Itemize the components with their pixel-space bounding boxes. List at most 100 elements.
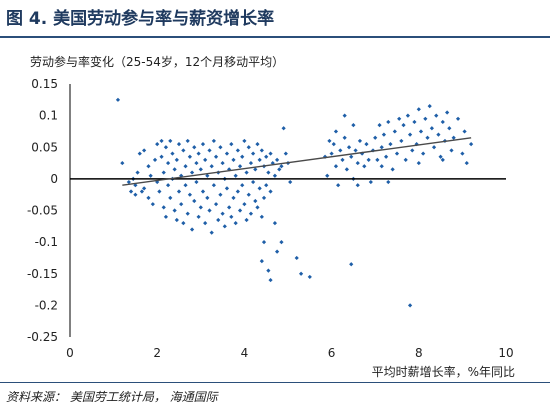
- data-point: [253, 167, 258, 172]
- data-point: [381, 132, 387, 137]
- x-tick-label: 10: [498, 346, 513, 360]
- data-point: [279, 240, 284, 245]
- data-point: [115, 97, 121, 102]
- top-rule: [0, 36, 550, 38]
- data-point: [231, 195, 236, 200]
- data-point: [298, 271, 304, 276]
- data-point: [216, 217, 221, 223]
- data-point: [251, 151, 256, 156]
- data-point: [251, 179, 256, 185]
- data-point: [325, 173, 330, 178]
- data-point: [128, 189, 134, 194]
- data-point: [189, 227, 195, 232]
- data-point: [423, 116, 428, 121]
- data-point: [390, 167, 395, 172]
- data-point: [126, 179, 131, 185]
- data-point: [275, 249, 280, 254]
- data-point: [161, 205, 166, 210]
- data-point: [342, 113, 347, 118]
- data-point: [220, 160, 225, 166]
- data-point: [349, 262, 354, 267]
- data-point: [460, 151, 465, 156]
- data-point: [161, 170, 166, 175]
- data-point: [342, 135, 347, 140]
- data-point: [133, 192, 138, 197]
- data-point: [275, 157, 280, 162]
- data-point: [449, 148, 454, 153]
- data-point: [261, 195, 267, 200]
- data-point: [198, 205, 203, 210]
- data-point: [248, 160, 254, 166]
- data-point: [157, 189, 162, 194]
- data-point: [401, 123, 406, 128]
- data-point: [194, 179, 199, 185]
- data-point: [176, 141, 182, 147]
- data-point: [440, 157, 445, 162]
- data-point: [240, 183, 245, 188]
- y-tick-label: -0.15: [27, 267, 58, 281]
- data-point: [373, 135, 378, 140]
- x-tick-label: 2: [153, 346, 161, 360]
- data-point: [368, 179, 373, 185]
- data-point: [185, 138, 190, 144]
- data-point: [261, 240, 267, 245]
- data-point: [427, 104, 432, 109]
- data-point: [338, 148, 343, 153]
- data-point: [179, 202, 184, 207]
- data-point: [416, 107, 421, 112]
- y-tick-label: 0.15: [31, 77, 58, 91]
- data-point: [146, 164, 151, 169]
- data-point: [366, 157, 371, 162]
- data-point: [418, 129, 424, 134]
- data-point: [211, 183, 216, 188]
- data-point: [455, 116, 461, 121]
- data-point: [268, 189, 273, 194]
- data-point: [377, 123, 382, 128]
- data-point: [266, 268, 271, 273]
- data-point: [192, 198, 197, 204]
- y-tick-label: 0: [50, 172, 58, 186]
- data-point: [407, 303, 413, 308]
- data-point: [218, 145, 223, 150]
- data-point: [333, 129, 339, 134]
- y-tick-labels: 0.15 0.1 0.05 0 -0.05 -0.1 -0.15 -0.2 -0.25: [27, 77, 58, 344]
- data-point: [445, 110, 450, 115]
- x-tick-labels: 0 2 4 6 8 10: [66, 346, 513, 360]
- data-point: [469, 141, 474, 147]
- data-point: [181, 221, 186, 226]
- data-point: [233, 221, 238, 226]
- data-point: [355, 183, 360, 188]
- trend-line: [122, 137, 472, 186]
- data-point: [181, 148, 186, 153]
- data-point: [200, 141, 206, 147]
- data-point: [246, 192, 251, 197]
- data-point: [270, 160, 275, 166]
- data-point: [242, 202, 247, 207]
- data-point: [331, 141, 336, 147]
- data-point: [207, 148, 212, 153]
- data-point: [379, 164, 384, 169]
- data-point: [364, 141, 369, 147]
- data-points: [115, 97, 474, 308]
- data-point: [211, 138, 216, 144]
- data-point: [294, 255, 299, 261]
- data-point: [231, 157, 236, 162]
- data-point: [200, 189, 206, 194]
- data-point: [166, 183, 171, 188]
- data-point: [403, 157, 408, 162]
- data-point: [397, 116, 402, 121]
- data-point: [429, 126, 434, 131]
- data-point: [436, 132, 441, 137]
- data-point: [207, 208, 212, 213]
- data-point: [351, 123, 356, 128]
- data-point: [268, 151, 273, 156]
- data-point: [431, 145, 437, 150]
- data-point: [187, 154, 192, 159]
- data-point: [240, 154, 245, 159]
- x-tick-label: 4: [241, 346, 249, 360]
- y-tick-label: 0.05: [31, 140, 58, 154]
- data-point: [451, 135, 456, 140]
- y-axis-label: 劳动参与率变化（25-54岁，12个月移动平均）: [30, 54, 284, 69]
- data-point: [213, 154, 219, 159]
- data-point: [244, 217, 249, 223]
